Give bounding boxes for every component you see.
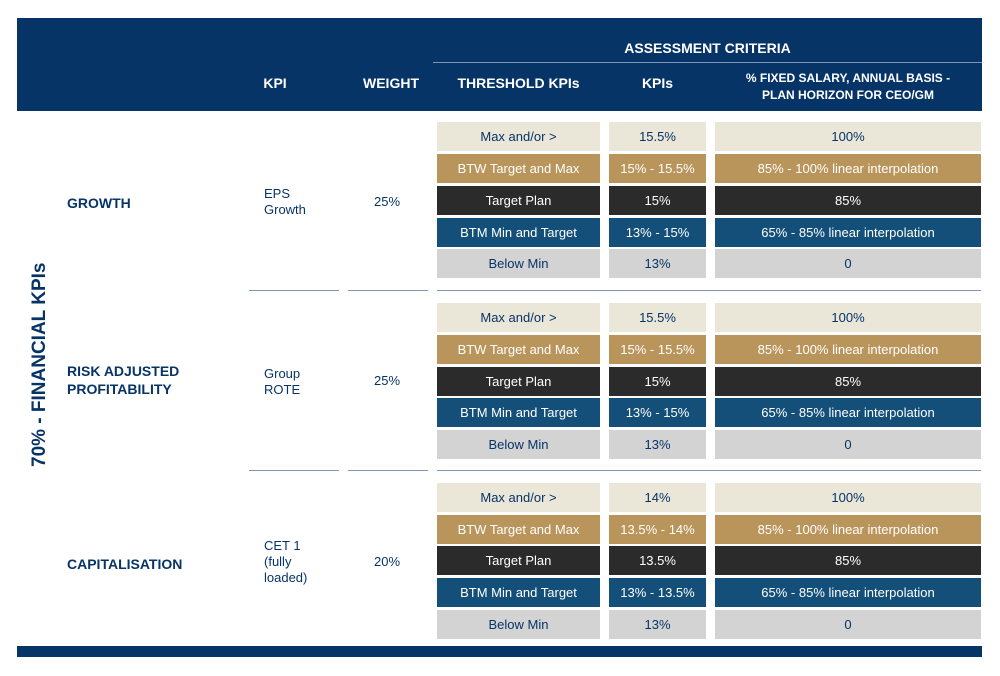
kpi-name-line: loaded) — [264, 570, 308, 585]
kpi-value-cell: 15% - 15.5% — [609, 154, 706, 183]
payout-cell: 85% - 100% linear interpolation — [715, 335, 981, 364]
section-divider — [348, 470, 428, 471]
threshold-cell: BTW Target and Max — [437, 335, 600, 364]
threshold-cell: Max and/or > — [437, 303, 600, 332]
kpi-value-cell: 15.5% — [609, 303, 706, 332]
threshold-cell: Target Plan — [437, 546, 600, 575]
kpi-name-line: Growth — [264, 202, 306, 217]
kpi-name-line: (fully — [264, 554, 292, 569]
section-divider — [249, 470, 339, 471]
payout-cell: 0 — [715, 610, 981, 639]
kpi-name: Group ROTE — [264, 366, 300, 398]
threshold-cell: BTW Target and Max — [437, 515, 600, 544]
kpi-value-cell: 13% — [609, 249, 706, 278]
kpi-value-cell: 13.5% — [609, 546, 706, 575]
threshold-cell: Below Min — [437, 430, 600, 459]
weight-column-heading: WEIGHT — [363, 75, 419, 91]
threshold-kpis-column-heading: THRESHOLD KPIs — [457, 75, 580, 91]
assessment-divider — [433, 62, 982, 63]
payout-cell: 65% - 85% linear interpolation — [715, 578, 981, 607]
kpi-value-cell: 14% — [609, 483, 706, 512]
threshold-cell: Below Min — [437, 610, 600, 639]
section-divider — [437, 470, 981, 471]
kpi-value-cell: 15.5% — [609, 122, 706, 151]
threshold-cell: Below Min — [437, 249, 600, 278]
section-name: GROWTH — [67, 194, 131, 212]
kpi-name: CET 1 (fully loaded) — [264, 538, 307, 586]
kpi-name-line: Group — [264, 366, 301, 381]
payout-cell: 85% — [715, 546, 981, 575]
threshold-cell: BTW Target and Max — [437, 154, 600, 183]
weight-value: 25% — [373, 194, 401, 209]
kpi-name-line: CET 1 — [264, 538, 301, 553]
kpi-name-line: EPS — [264, 186, 291, 201]
threshold-cell: BTM Min and Target — [437, 398, 600, 427]
payout-cell: 85% - 100% linear interpolation — [715, 154, 981, 183]
payout-cell: 85% — [715, 367, 981, 396]
table-header — [17, 18, 982, 111]
threshold-cell: BTM Min and Target — [437, 218, 600, 247]
section-name: RISK ADJUSTED PROFITABILITY — [67, 362, 179, 398]
kpi-value-cell: 13% — [609, 430, 706, 459]
section-divider — [249, 290, 339, 291]
payout-heading-line1: % FIXED SALARY, ANNUAL BASIS - — [745, 71, 951, 85]
table-footer-bar — [17, 646, 982, 657]
section-name: CAPITALISATION — [67, 555, 182, 573]
weight-value: 25% — [373, 373, 401, 388]
threshold-cell: Max and/or > — [437, 483, 600, 512]
payout-cell: 65% - 85% linear interpolation — [715, 218, 981, 247]
kpi-name-line: ROTE — [264, 382, 301, 397]
payout-cell: 0 — [715, 430, 981, 459]
kpi-value-cell: 13% - 15% — [609, 398, 706, 427]
section-name-line: RISK ADJUSTED — [67, 363, 180, 379]
payout-cell: 100% — [715, 303, 981, 332]
threshold-cell: Max and/or > — [437, 122, 600, 151]
section-name-line: PROFITABILITY — [67, 381, 172, 397]
section-name-line: GROWTH — [67, 195, 131, 211]
kpi-value-cell: 15% — [609, 367, 706, 396]
section-divider — [437, 290, 981, 291]
weight-value: 20% — [373, 554, 401, 569]
kpi-value-cell: 13% - 13.5% — [609, 578, 706, 607]
assessment-criteria-heading: ASSESSMENT CRITERIA — [624, 40, 791, 56]
payout-cell: 0 — [715, 249, 981, 278]
section-name-line: CAPITALISATION — [67, 556, 183, 572]
kpi-value-cell: 13% - 15% — [609, 218, 706, 247]
kpi-column-heading: KPI — [263, 75, 287, 91]
kpi-value-cell: 13% — [609, 610, 706, 639]
payout-cell: 85% - 100% linear interpolation — [715, 515, 981, 544]
kpi-value-cell: 15% - 15.5% — [609, 335, 706, 364]
threshold-cell: BTM Min and Target — [437, 578, 600, 607]
kpi-value-cell: 15% — [609, 186, 706, 215]
threshold-cell: Target Plan — [437, 186, 600, 215]
kpi-value-cell: 13.5% - 14% — [609, 515, 706, 544]
payout-cell: 100% — [715, 122, 981, 151]
payout-cell: 65% - 85% linear interpolation — [715, 398, 981, 427]
kpis-column-heading: KPIs — [641, 75, 674, 91]
section-divider — [348, 290, 428, 291]
payout-cell: 100% — [715, 483, 981, 512]
payout-heading-line2: PLAN HORIZON FOR CEO/GM — [762, 88, 934, 102]
threshold-cell: Target Plan — [437, 367, 600, 396]
financial-kpis-side-label: 70% - FINANCIAL KPIs — [29, 262, 50, 467]
payout-column-heading: % FIXED SALARY, ANNUAL BASIS - PLAN HORI… — [715, 70, 981, 104]
payout-cell: 85% — [715, 186, 981, 215]
kpi-name: EPS Growth — [264, 186, 306, 218]
